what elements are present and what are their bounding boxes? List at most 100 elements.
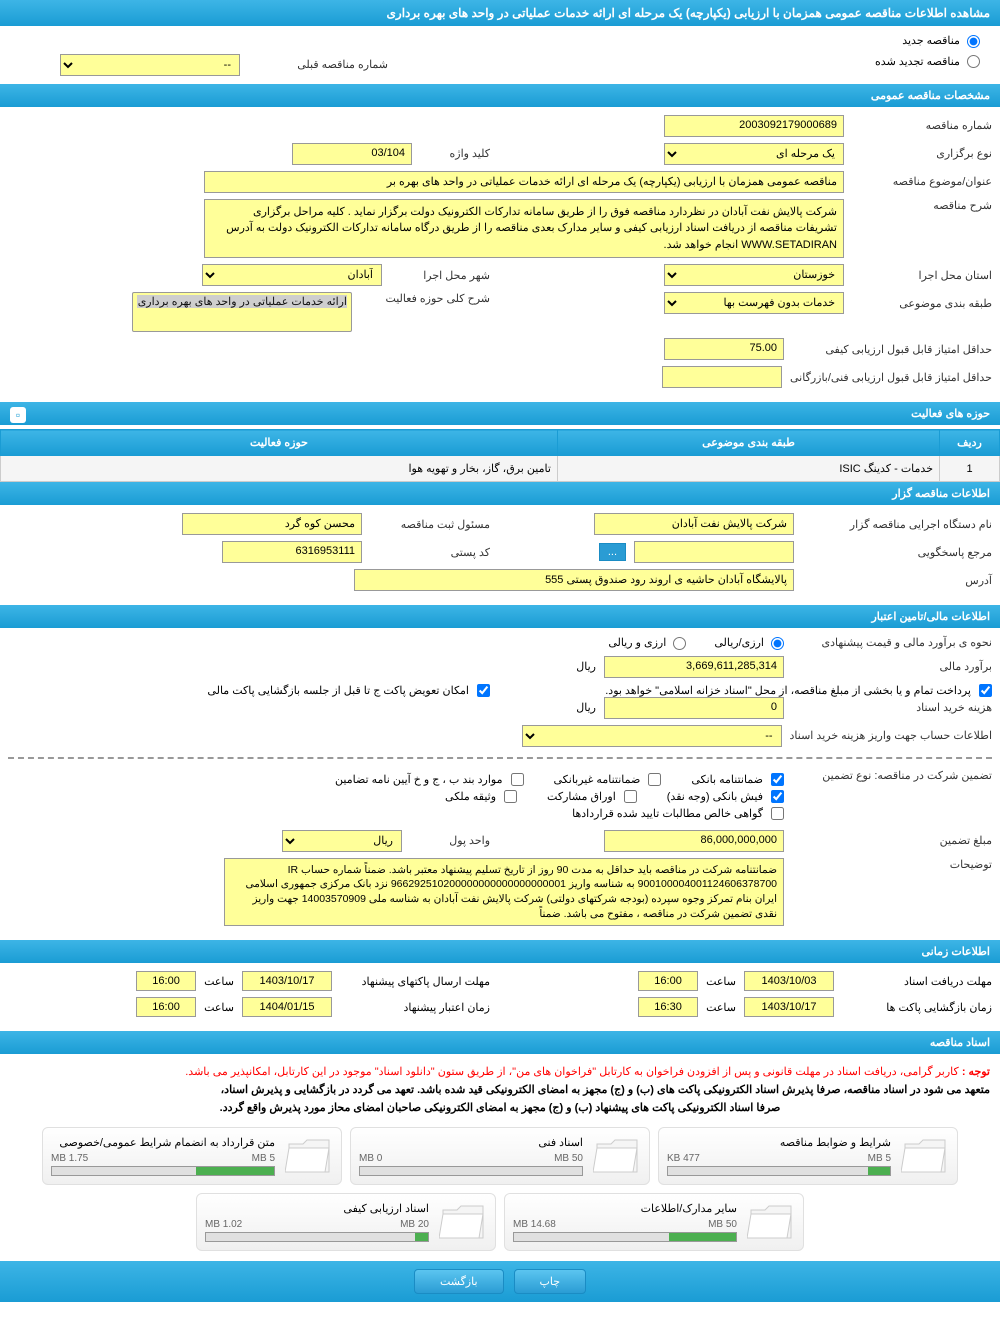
exchange-note-check[interactable]: امکان تعویض پاکت ج تا قبل از جلسه بازگشا…: [8, 684, 490, 697]
docs-notice: توجه : کاربر گرامی، دریافت اسناد در مهلت…: [10, 1064, 990, 1082]
activity-scope-select[interactable]: ارائه خدمات عملیاتی در واحد های بهره برد…: [132, 292, 352, 332]
opening-time: 16:30: [638, 997, 698, 1017]
doc-item[interactable]: شرایط و ضوابط مناقصه5 MB477 KB: [658, 1127, 958, 1185]
check-certified[interactable]: گواهی خالص مطالبات تایید شده قراردادها: [572, 807, 784, 820]
category-label: طبقه بندی موضوعی: [852, 297, 992, 310]
check-nonbank[interactable]: ضمانتنامه غیربانکی: [554, 773, 662, 786]
cell-idx: 1: [940, 456, 1000, 482]
check-shares[interactable]: اوراق مشارکت: [547, 790, 637, 803]
tender-number-label: شماره مناقصه: [852, 119, 992, 132]
reg-officer-field: محسن کوه گرد: [182, 513, 362, 535]
rial-label2: ریال: [576, 701, 596, 714]
estimate-field: 3,669,611,285,314: [604, 656, 784, 678]
receive-time: 16:00: [638, 971, 698, 991]
doc-title: شرایط و ضوابط مناقصه: [667, 1136, 891, 1149]
keyword-label: کلید واژه: [420, 147, 490, 160]
keyword-field: 03/104: [292, 143, 412, 165]
city-select[interactable]: آبادان: [202, 264, 382, 286]
radio-currency2[interactable]: ارزی و ریالی: [608, 636, 686, 650]
radio-new-tender[interactable]: مناقصه جدید: [20, 34, 980, 48]
folder-icon: [901, 1136, 949, 1176]
validity-label: زمان اعتبار پیشنهاد: [340, 1001, 490, 1014]
rial-label: ریال: [576, 660, 596, 673]
reg-officer-label: مسئول ثبت مناقصه: [370, 518, 490, 531]
prev-number-select[interactable]: --: [60, 54, 240, 76]
category-select[interactable]: خدمات بدون فهرست بها: [664, 292, 844, 314]
activity-scope-label: شرح کلی حوزه فعالیت: [360, 292, 490, 305]
folder-icon: [285, 1136, 333, 1176]
back-button[interactable]: بازگشت: [414, 1269, 504, 1294]
doc-cost-label: هزینه خرید اسناد: [792, 701, 992, 714]
receive-deadline-label: مهلت دریافت اسناد: [842, 975, 992, 988]
doc-item[interactable]: اسناد فنی 50 MB 0 MB: [350, 1127, 650, 1185]
min-quality-label: حداقل امتیاز قابل قبول ارزیابی کیفی: [792, 343, 992, 356]
payment-note-check[interactable]: پرداخت تمام و یا بخشی از مبلغ مناقصه، از…: [510, 684, 992, 697]
section-timing: اطلاعات زمانی: [0, 940, 1000, 963]
doc-title: متن قرارداد به انضمام شرایط عمومی/خصوصی: [51, 1136, 275, 1149]
doc-cost-field: 0: [604, 697, 784, 719]
doc-used: 1.75 MB: [51, 1153, 88, 1164]
print-button[interactable]: چاپ: [514, 1269, 587, 1294]
doc-used: 0 MB: [359, 1153, 382, 1164]
bid-deadline-label: مهلت ارسال پاکتهای پیشنهاد: [340, 975, 490, 988]
explain-field[interactable]: ضمانتنامه شرکت در مناقصه باید حداقل به م…: [224, 858, 784, 927]
guarantee-amount-label: مبلغ تضمین: [792, 834, 992, 847]
currency-unit-label: واحد پول: [410, 834, 490, 847]
doc-item[interactable]: سایر مدارک/اطلاعات50 MB14.68 MB: [504, 1193, 804, 1251]
validity-date: 1404/01/15: [242, 997, 332, 1017]
check-property[interactable]: وثیقه ملکی: [445, 790, 517, 803]
doc-title: اسناد ارزیابی کیفی: [205, 1202, 429, 1215]
org-name-field: شرکت پالایش نفت آبادان: [594, 513, 794, 535]
doc-used: 1.02 MB: [205, 1219, 242, 1230]
radio-new-label: مناقصه جدید: [902, 35, 960, 47]
check-bonds[interactable]: موارد بند ب ، ج و خ آیین نامه تضامین: [335, 773, 523, 786]
doc-item[interactable]: متن قرارداد به انضمام شرایط عمومی/خصوصی5…: [42, 1127, 342, 1185]
opening-label: زمان بازگشایی پاکت ها: [842, 1001, 992, 1014]
validity-time: 16:00: [136, 997, 196, 1017]
postal-label: کد پستی: [370, 546, 490, 559]
province-label: استان محل اجرا: [852, 269, 992, 282]
doc-max: 50 MB: [708, 1219, 737, 1230]
check-bank[interactable]: ضمانتنامه بانکی: [691, 773, 784, 786]
time-label2: ساعت: [204, 975, 234, 988]
time-label3: ساعت: [706, 1001, 736, 1014]
section-financial: اطلاعات مالی/تامین اعتبار: [0, 605, 1000, 628]
commitment1: متعهد می شود در اسناد مناقصه، صرفا پذیرش…: [10, 1082, 990, 1100]
doc-item[interactable]: اسناد ارزیابی کیفی 20 MB 1.02 MB: [196, 1193, 496, 1251]
province-select[interactable]: خوزستان: [664, 264, 844, 286]
minimize-icon[interactable]: ▫: [10, 407, 26, 423]
progress-bar: [205, 1232, 429, 1242]
estimate-label: برآورد مالی: [792, 660, 992, 673]
prev-number-label: شماره مناقصه قبلی: [248, 58, 388, 71]
city-label: شهر محل اجرا: [390, 269, 490, 282]
doc-used: 477 KB: [667, 1153, 700, 1164]
section-activity: حوزه های فعالیت ▫: [0, 402, 1000, 425]
min-tech-field: [662, 366, 782, 388]
radio-renewed-label: مناقصه تجدید شده: [875, 56, 960, 68]
activity-title: حوزه های فعالیت: [911, 408, 990, 420]
doc-title: سایر مدارک/اطلاعات: [513, 1202, 737, 1215]
doc-title: اسناد فنی: [359, 1136, 583, 1149]
opening-date: 1403/10/17: [744, 997, 834, 1017]
doc-max: 20 MB: [400, 1219, 429, 1230]
progress-bar: [667, 1166, 891, 1176]
footer: چاپ بازگشت: [0, 1261, 1000, 1302]
progress-bar: [513, 1232, 737, 1242]
account-info-select[interactable]: --: [522, 725, 782, 747]
commitment2: صرفا اسناد الکترونیکی پاکت های پیشنهاد (…: [10, 1100, 990, 1118]
currency-unit-select[interactable]: ریال: [282, 830, 402, 852]
subject-label: عنوان/موضوع مناقصه: [852, 175, 992, 188]
folder-icon: [747, 1202, 795, 1242]
responder-label: مرجع پاسخگویی: [802, 546, 992, 559]
browse-button[interactable]: ...: [599, 543, 626, 561]
holding-type-select[interactable]: یک مرحله ای: [664, 143, 844, 165]
check-receipt[interactable]: فیش بانکی (وجه نقد): [667, 790, 784, 803]
radio-renewed-tender[interactable]: مناقصه تجدید شده: [875, 55, 980, 69]
explain-label: توضیحات: [792, 858, 992, 871]
doc-max: 50 MB: [554, 1153, 583, 1164]
radio-currency1[interactable]: ارزی/ریالی: [714, 636, 784, 650]
col-row: ردیف: [940, 430, 1000, 456]
folder-icon: [593, 1136, 641, 1176]
section-organizer: اطلاعات مناقصه گزار: [0, 482, 1000, 505]
address-field: پالایشگاه آبادان حاشیه ی اروند رود صندوق…: [354, 569, 794, 591]
